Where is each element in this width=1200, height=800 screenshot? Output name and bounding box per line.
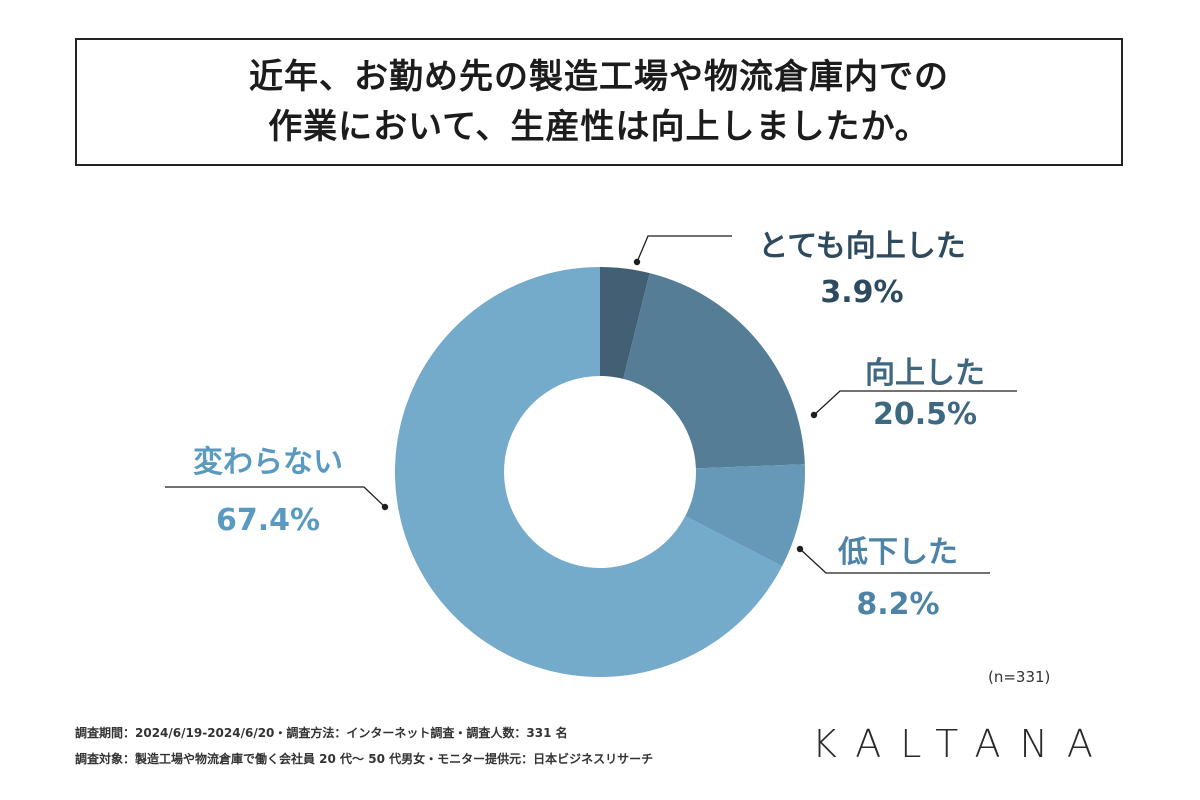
- slice-label-1: 向上した: [865, 356, 985, 391]
- slice-value-label-3: 67.4%: [216, 503, 320, 538]
- leader-dot-0: [633, 258, 641, 266]
- kaltana-logo: KALTANA: [812, 722, 1112, 766]
- title-line-1: 近年、お勤め先の製造工場や物流倉庫内での: [249, 57, 949, 97]
- sample-size-note: (n=331): [988, 668, 1051, 686]
- footer-survey-period: 調査期間：2024/6/19-2024/6/20・調査方法：インターネット調査・…: [75, 726, 568, 740]
- slice-value-label-1: 20.5%: [873, 397, 977, 432]
- leader-line-2: [799, 548, 990, 574]
- slice-label-3: 変わらない: [193, 445, 343, 480]
- slice-label-0: とても向上した: [758, 229, 966, 264]
- donut-slice-2: [685, 464, 806, 567]
- leader-dot-1: [810, 411, 818, 419]
- slice-value-label-0: 3.9%: [820, 275, 903, 310]
- footer-survey-target: 調査対象：製造工場や物流倉庫で働く会社員 20 代〜 50 代男女・モニター提供…: [75, 752, 654, 766]
- donut-slice-1: [623, 273, 805, 469]
- leader-line-1: [813, 390, 1017, 416]
- slice-value-label-2: 8.2%: [856, 587, 939, 622]
- leader-line-0: [636, 235, 732, 263]
- donut-slice-0: [600, 267, 650, 379]
- leader-line-3: [165, 486, 386, 508]
- title-line-2: 作業において、生産性は向上しましたか。: [268, 107, 930, 147]
- leader-dot-2: [796, 545, 804, 553]
- title-box: 近年、お勤め先の製造工場や物流倉庫内での 作業において、生産性は向上しましたか。: [75, 38, 1123, 166]
- slice-label-2: 低下した: [837, 535, 958, 570]
- leader-dot-3: [381, 503, 389, 511]
- donut-slice-3: [395, 267, 783, 677]
